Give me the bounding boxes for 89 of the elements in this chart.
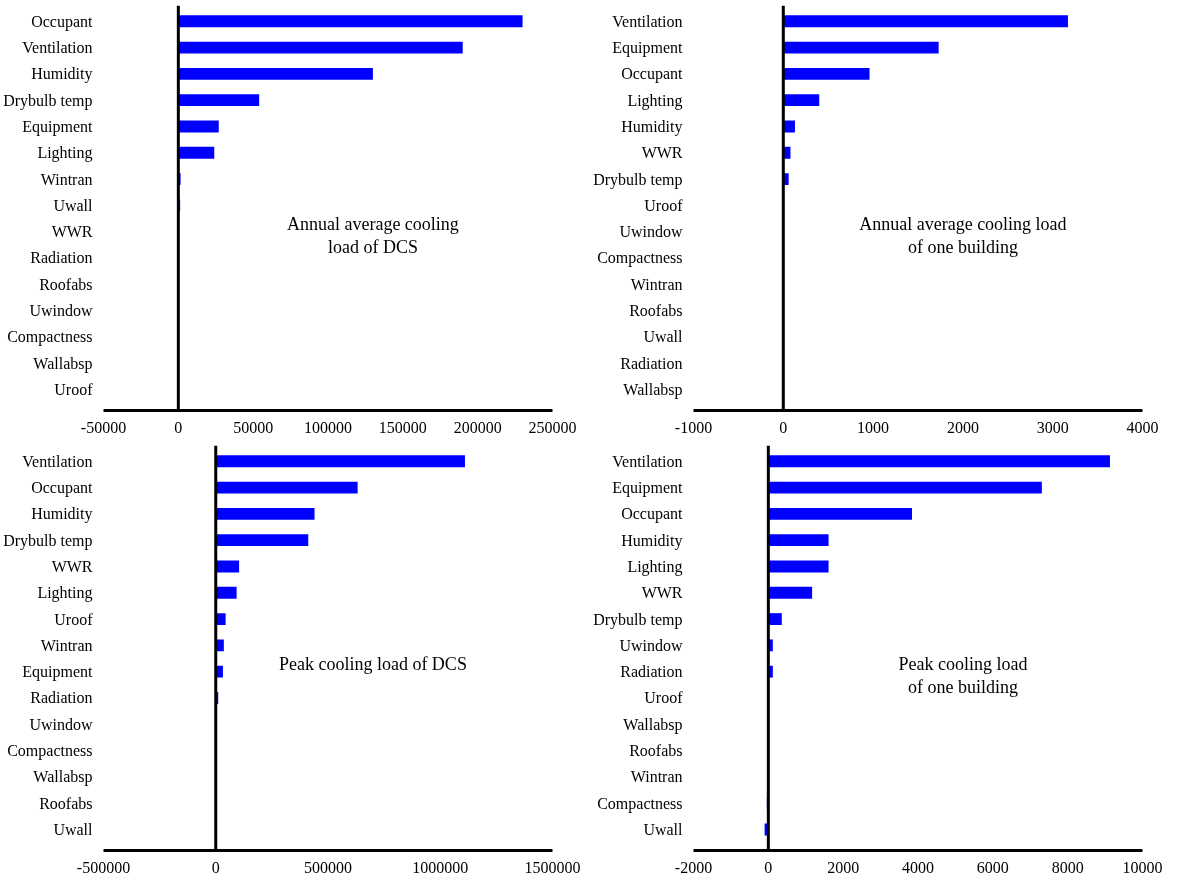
x-tick-label: 0 (211, 858, 220, 876)
x-tick-label: 2000 (827, 858, 860, 876)
x-tick-label: 50000 (233, 418, 274, 436)
x-tick-label: 0 (779, 418, 788, 436)
y-tick-label: Drybulb temp (3, 531, 93, 550)
y-tick-label: Compactness (7, 328, 93, 347)
y-tick-label: Uroof (644, 689, 684, 707)
y-tick-label: Roofabs (39, 275, 93, 293)
y-tick-label: Wallabsp (33, 768, 93, 787)
y-tick-label: Wintran (40, 636, 93, 654)
x-tick-label: -1000 (674, 418, 713, 436)
y-tick-label: Uwall (643, 328, 684, 346)
x-tick-label: 100000 (304, 418, 352, 436)
y-tick-label: Wallabsp (623, 380, 683, 399)
y-tick-label: Drybulb temp (593, 170, 683, 189)
y-tick-label: Drybulb temp (3, 91, 93, 110)
x-tick-label: 10000 (1122, 858, 1163, 876)
y-tick-label: Wallabsp (623, 715, 683, 734)
annotation: Annual average cooling load of one building (859, 213, 1067, 258)
y-tick-label: Wintran (630, 275, 683, 293)
y-tick-label: Occupant (621, 505, 684, 524)
y-tick-label: Wintran (630, 768, 683, 786)
y-tick-label: Uroof (54, 610, 94, 628)
y-tick-label: Uwindow (619, 636, 683, 654)
y-tick-label: Humidity (31, 65, 93, 84)
y-tick-label: Equipment (22, 663, 94, 682)
y-tick-label: Lighting (37, 584, 93, 603)
y-tick-label: Roofabs (629, 302, 683, 320)
y-tick-label: Compactness (597, 794, 683, 813)
y-tick-label: Humidity (621, 117, 683, 136)
x-tick-label: 200000 (453, 418, 502, 436)
y-tick-label: Occupant (621, 65, 684, 84)
y-tick-label: Wintran (40, 170, 93, 188)
y-tick-label: Radiation (30, 689, 93, 707)
y-tick-label: Uroof (644, 196, 684, 214)
y-tick-label: Uroof (54, 380, 94, 398)
x-tick-label: 3000 (1036, 418, 1069, 436)
x-tick-label: 500000 (304, 858, 352, 876)
x-tick-label: -50000 (80, 418, 127, 436)
y-tick-label: Occupant (31, 12, 94, 31)
y-tick-label: Equipment (612, 39, 684, 58)
y-tick-label: Ventilation (612, 12, 683, 30)
y-tick-label: Compactness (7, 742, 93, 761)
y-tick-label: Lighting (627, 91, 683, 110)
x-tick-label: 8000 (1051, 858, 1084, 876)
y-tick-label: Radiation (620, 663, 683, 681)
y-tick-label: Occupant (31, 479, 94, 498)
y-tick-label: Roofabs (629, 742, 683, 760)
y-tick-label: WWR (51, 557, 93, 575)
x-tick-label: 2000 (946, 418, 979, 436)
x-tick-label: 4000 (902, 858, 934, 876)
annotation: Peak cooling load of one building (898, 653, 1028, 698)
x-tick-label: 1000 (857, 418, 890, 436)
x-tick-label: 250000 (528, 418, 577, 436)
y-tick-label: Compactness (597, 249, 683, 268)
x-tick-label: 4000 (1126, 418, 1159, 436)
y-tick-label: Lighting (37, 144, 93, 163)
y-tick-label: Ventilation (22, 39, 93, 57)
x-tick-label: -500000 (76, 858, 131, 876)
y-tick-label: Drybulb temp (593, 610, 683, 629)
annotation: Peak cooling load of DCS (278, 653, 467, 674)
y-tick-label: Uwall (53, 196, 94, 214)
y-tick-label: Wallabsp (33, 354, 93, 373)
y-tick-label: Radiation (620, 354, 683, 372)
y-tick-label: WWR (641, 144, 683, 162)
y-tick-label: WWR (641, 584, 683, 602)
y-tick-label: Uwindow (619, 223, 683, 241)
y-tick-label: Humidity (31, 505, 93, 524)
y-tick-label: Uwall (53, 820, 94, 838)
y-tick-label: Roofabs (39, 794, 93, 812)
x-tick-label: 0 (174, 418, 183, 436)
y-tick-label: Radiation (30, 249, 93, 267)
y-tick-label: Lighting (627, 557, 683, 576)
x-tick-label: 1500000 (524, 858, 581, 876)
y-tick-label: Equipment (612, 479, 684, 498)
y-tick-label: Ventilation (22, 452, 93, 470)
x-tick-label: 1000000 (412, 858, 469, 876)
y-tick-label: Ventilation (612, 452, 683, 470)
y-tick-label: Humidity (621, 531, 683, 550)
y-tick-label: Uwall (643, 820, 684, 838)
x-tick-label: -2000 (674, 858, 713, 876)
y-tick-label: Equipment (22, 117, 94, 136)
x-tick-label: 0 (764, 858, 773, 876)
y-tick-label: Uwindow (29, 715, 93, 733)
y-tick-label: Uwindow (29, 302, 93, 320)
y-tick-label: WWR (51, 223, 93, 241)
x-tick-label: 6000 (976, 858, 1009, 876)
annotation: Annual average cooling load of DCS (286, 213, 459, 258)
x-tick-label: 150000 (378, 418, 427, 436)
